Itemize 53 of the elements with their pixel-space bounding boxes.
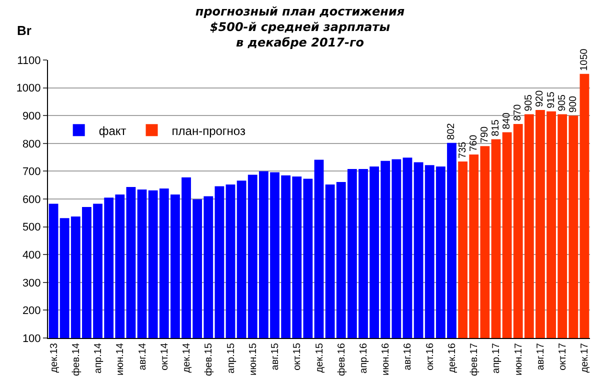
data-label: 900 bbox=[568, 95, 579, 113]
x-tick-label: фев.14 bbox=[70, 342, 82, 376]
data-label: 920 bbox=[534, 90, 546, 108]
x-tick-label: окт.17 bbox=[558, 342, 569, 370]
y-tick-label: 500 bbox=[22, 222, 41, 234]
y-tick-label: 300 bbox=[22, 277, 41, 290]
data-label: 815 bbox=[490, 119, 502, 136]
x-tick-label: авг.17 bbox=[535, 342, 546, 370]
x-tick-label: фев.16 bbox=[336, 342, 348, 376]
data-label: 840 bbox=[502, 112, 513, 130]
x-tick-label: авг.15 bbox=[270, 342, 282, 370]
x-tick-label: фев.15 bbox=[204, 342, 215, 376]
chart-title: прогнозный план достижения $500-й средней зарплаты в декабре 2017-го bbox=[195, 4, 405, 50]
data-label: 905 bbox=[556, 94, 568, 112]
x-tick-label: апр.16 bbox=[358, 342, 370, 374]
y-tick-label: 200 bbox=[22, 305, 41, 318]
x-tick-label: авг.14 bbox=[137, 342, 148, 370]
x-tick-label: дек.14 bbox=[182, 342, 193, 373]
data-label: 905 bbox=[524, 94, 535, 112]
data-label: 870 bbox=[512, 104, 524, 121]
y-tick-label: 700 bbox=[22, 166, 41, 178]
x-tick-label: окт.15 bbox=[292, 342, 304, 370]
data-label: 1050 bbox=[578, 48, 590, 71]
y-tick-label: 100 bbox=[22, 332, 41, 345]
x-tick-label: дек.16 bbox=[446, 342, 458, 373]
y-tick-label: 1100 bbox=[17, 54, 41, 67]
x-tick-label: дек.15 bbox=[314, 342, 326, 373]
x-tick-label: июн.17 bbox=[513, 342, 524, 376]
y-tick-label: 900 bbox=[22, 110, 41, 122]
x-tick-label: фев.17 bbox=[469, 342, 480, 376]
legend-label: факт bbox=[98, 124, 127, 138]
y-tick-label: 400 bbox=[22, 249, 41, 262]
x-tick-label: июн.15 bbox=[248, 342, 259, 376]
legend-label: план-прогноз bbox=[172, 124, 246, 138]
x-tick-label: дек.17 bbox=[580, 342, 591, 373]
x-tick-label: апр.17 bbox=[491, 342, 502, 374]
x-tick-label: апр.15 bbox=[226, 342, 237, 374]
x-tick-label: июн.14 bbox=[115, 342, 126, 376]
x-tick-label: июн.16 bbox=[380, 342, 392, 376]
data-label: 790 bbox=[479, 126, 490, 144]
data-label: 915 bbox=[546, 91, 557, 108]
data-label: 735 bbox=[457, 141, 468, 158]
x-tick-label: окт.16 bbox=[424, 342, 436, 370]
x-tick-label: апр.14 bbox=[93, 342, 104, 374]
data-label: 802 bbox=[446, 122, 458, 140]
y-tick-label: 1000 bbox=[16, 82, 41, 95]
x-tick-label: авг.16 bbox=[402, 342, 414, 370]
x-tick-label: дек.13 bbox=[48, 342, 60, 373]
y-axis-title: Br bbox=[17, 23, 32, 38]
data-label: 760 bbox=[468, 134, 480, 152]
y-tick-label: 600 bbox=[22, 194, 41, 206]
x-tick-label: окт.14 bbox=[159, 342, 170, 370]
y-tick-label: 800 bbox=[22, 138, 41, 150]
